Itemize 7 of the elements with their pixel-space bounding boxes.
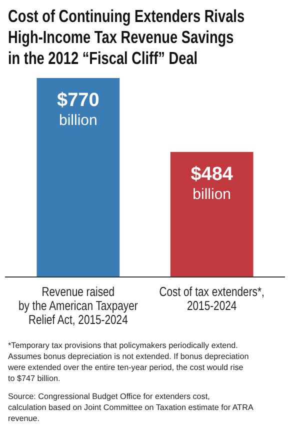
chart-title: Cost of Continuing Extenders Rivals High-Income Tax Revenue Savings in the 2012 “Fiscal Cliff” Deal [8, 8, 245, 68]
source-note: Source: Congressional Budget Office for extenders cost, calculation based on Joint Committee on Taxation estimate for ATRA revenue. [8, 392, 254, 423]
x-tick-label: Revenue raised by the American Taxpayer Relief Act, 2015-2024 [18, 284, 138, 328]
data-label: $484 billion [190, 164, 234, 203]
data-label: $770 billion [57, 90, 100, 129]
text: *Temporary tax provisions that policymakers periodically extend. Assumes bonus depreciation is not extended. If bonus depreciation were extended over the entire ten-year period, the cost would rise to $747 billion. [7, 341, 249, 383]
x-tick-label: Cost of tax extenders*, 2015-2024 [159, 284, 264, 314]
